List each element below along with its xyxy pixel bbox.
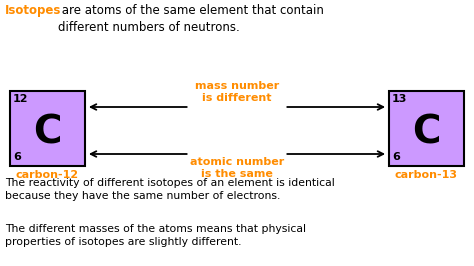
Bar [10,91,85,166]
Text: C: C [412,113,441,151]
Text: 6: 6 [13,152,21,162]
Text: mass number
is different: mass number is different [195,81,279,103]
Text: C: C [33,113,62,151]
Text: are atoms of the same element that contain
different numbers of neutrons.: are atoms of the same element that conta… [58,4,324,34]
Text: 6: 6 [392,152,400,162]
Text: The reactivity of different isotopes of an element is identical
because they hav: The reactivity of different isotopes of … [5,178,335,201]
Text: carbon-13: carbon-13 [395,170,458,180]
Text: atomic number
is the same: atomic number is the same [190,157,284,179]
Text: 13: 13 [392,94,407,104]
Text: The different masses of the atoms means that physical
properties of isotopes are: The different masses of the atoms means … [5,224,306,247]
Text: 12: 12 [13,94,28,104]
Text: Isotopes: Isotopes [5,4,61,17]
Bar [389,91,464,166]
Text: carbon-12: carbon-12 [16,170,79,180]
